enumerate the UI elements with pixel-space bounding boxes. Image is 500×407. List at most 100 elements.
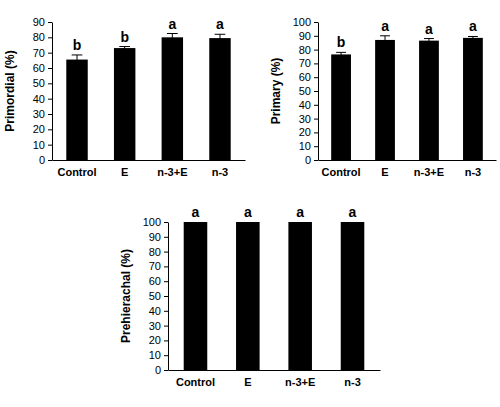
panel: 0102030405060708090100ControlEn-3+En-3Pr… [269,16,497,178]
plot-area [66,34,230,161]
x-tick: Control [57,160,96,178]
error-bar-stem [172,34,173,42]
y-tick-mark [314,146,318,147]
y-tick-label: 20 [299,126,311,138]
significance-letter: a [296,204,304,220]
significance-letter: a [244,204,252,220]
y-tick-label: 60 [33,62,45,74]
y-tick-label: 90 [33,16,45,28]
y-tick: 100 [143,216,168,228]
y-axis-title: Prehierachal (%) [119,249,133,343]
bar [114,48,135,160]
significance-letter: a [349,204,357,220]
y-tick: 60 [149,275,168,287]
y-tick-label: 70 [33,47,45,59]
x-tick-label: n-3 [465,166,482,178]
x-tick-label: n-3+E [285,376,315,388]
x-axis: ControlEn-3+En-3 [169,370,381,388]
x-axis: Control En-3+E n-3 [53,160,246,178]
panel: 0102030405060708090ControlEn-3+En-3Primo… [3,16,246,178]
y-tick-label: 100 [143,216,161,228]
y-tick-mark [48,37,52,38]
y-tick-mark [314,63,318,64]
y-tick: 50 [33,77,52,89]
y-tick-label: 10 [149,349,161,361]
significance-letter: b [73,37,82,53]
x-tick: n-3+E [157,160,187,178]
y-tick: 40 [33,93,52,105]
y-tick-mark [314,160,318,161]
y-tick-mark [164,222,168,223]
x-tick-label: E [121,166,128,178]
y-tick-mark [314,119,318,120]
y-tick: 90 [149,231,168,243]
y-axis: 0102030405060708090100 [143,216,169,376]
bar [184,222,208,370]
y-tick: 40 [149,305,168,317]
y-tick-mark [314,50,318,51]
significance-letter: a [425,21,433,37]
y-tick-label: 20 [33,123,45,135]
x-tick: n-3 [465,160,482,178]
significance-letter: a [168,16,176,32]
x-tick-label: n-3+E [414,166,444,178]
y-tick-label: 10 [33,139,45,151]
y-tick-label: 0 [305,154,311,166]
y-tick-label: 30 [33,108,45,120]
y-tick: 20 [149,334,168,346]
y-tick: 0 [155,364,168,376]
y-tick: 80 [33,31,52,43]
y-tick: 90 [33,16,52,28]
bar [236,222,260,370]
error-bar-stem [341,52,342,56]
y-tick-label: 30 [299,113,311,125]
y-tick: 70 [299,57,318,69]
y-tick-label: 70 [149,260,161,272]
error-bar-cap [424,38,434,39]
x-tick: n-3 [212,160,229,178]
significance-letter: b [120,29,129,45]
x-tick-label: Control [322,166,361,178]
panel: 0102030405060708090100ControlEn-3+En-3Pr… [119,204,381,388]
y-tick: 20 [299,126,318,138]
error-bar-cap [215,34,226,35]
y-tick-mark [164,281,168,282]
y-axis-line [318,23,319,161]
y-tick: 60 [33,62,52,74]
x-axis-line [53,160,246,161]
y-tick-mark [48,145,52,146]
bar [162,37,183,160]
y-tick-mark [314,22,318,23]
y-tick-label: 80 [149,246,161,258]
y-tick: 60 [299,71,318,83]
plot-area [184,222,365,370]
error-bar [380,36,390,44]
bar [463,38,483,160]
y-tick-mark [48,99,52,100]
y-tick-label: 60 [299,71,311,83]
x-axis-line [169,370,381,371]
y-tick-mark [164,370,168,371]
y-tick: 30 [33,108,52,120]
error-bar-stem [77,55,78,64]
y-tick-label: 50 [33,77,45,89]
y-tick-label: 0 [39,154,45,166]
plot-area [331,36,483,160]
significance-letter: a [381,18,389,34]
figure: 0102030405060708090ControlEn-3+En-3Primo… [0,0,500,407]
y-tick-label: 40 [149,305,161,317]
x-tick-label: n-3 [344,376,361,388]
y-tick-mark [164,252,168,253]
x-tick-label: n-3+E [157,166,187,178]
y-axis-title: Primary (%) [269,58,283,125]
y-tick-mark [48,83,52,84]
error-bar-stem [385,36,386,44]
y-tick-mark [48,53,52,54]
y-tick: 10 [299,140,318,152]
y-tick-mark [314,36,318,37]
bar [209,38,230,160]
y-tick-label: 90 [299,30,311,42]
y-tick: 0 [305,154,318,166]
error-bar [72,55,83,64]
error-bar [167,34,178,42]
